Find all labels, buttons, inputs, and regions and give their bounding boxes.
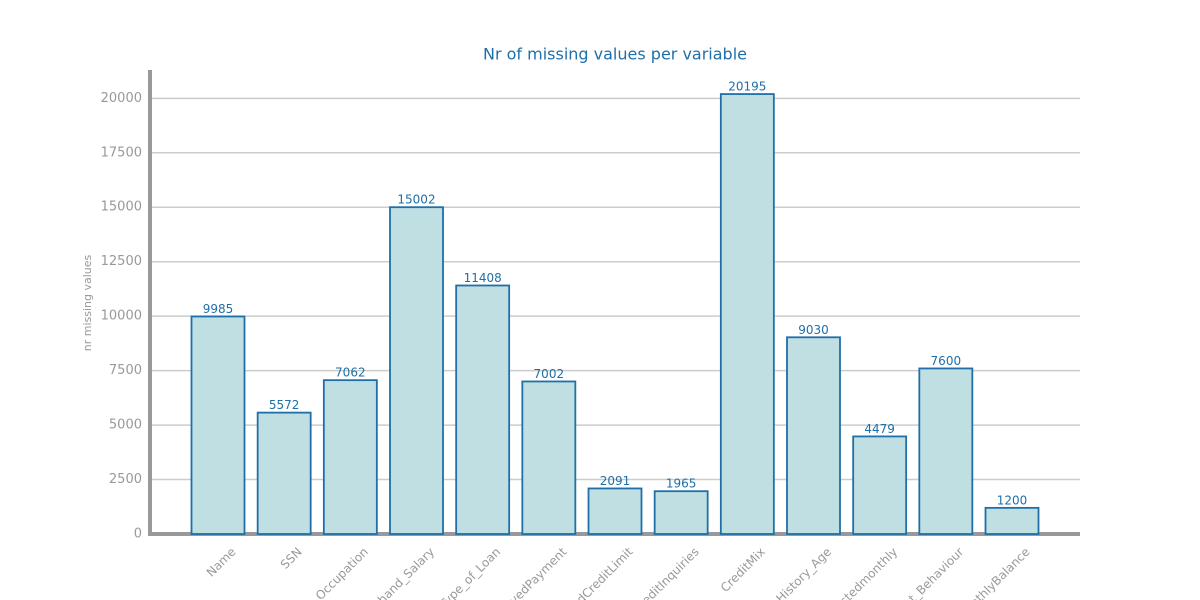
y-tick-label: 12500 xyxy=(101,254,142,269)
y-axis-label: nr missing values xyxy=(81,254,94,351)
bar xyxy=(984,506,1040,535)
y-tick-label: 10000 xyxy=(101,309,142,324)
value-label: 5572 xyxy=(269,398,300,412)
value-label: 11408 xyxy=(464,271,502,285)
y-tick-label: 0 xyxy=(134,527,142,542)
value-label: 20195 xyxy=(728,80,766,94)
bar xyxy=(852,435,908,535)
bar xyxy=(786,336,841,535)
x-tick-label: SSN xyxy=(278,545,305,572)
x-tick-label: CreditMix xyxy=(718,545,768,595)
value-label: 7002 xyxy=(534,367,565,381)
x-tick-label: MonthlyBalance xyxy=(955,545,1033,600)
bar xyxy=(719,93,775,535)
y-tick-label: 17500 xyxy=(101,145,142,160)
value-label: 15002 xyxy=(397,193,435,207)
value-label: 9030 xyxy=(798,323,829,337)
value-label: 7062 xyxy=(335,366,366,380)
y-tick-label: 2500 xyxy=(109,472,142,487)
value-label: 4479 xyxy=(864,422,895,436)
bar xyxy=(455,284,511,535)
bar xyxy=(256,411,312,535)
bar xyxy=(190,315,246,535)
value-label: 2091 xyxy=(600,474,631,488)
x-tick-label: Type_of_Loan xyxy=(436,545,503,600)
y-tick-label: 15000 xyxy=(101,200,142,215)
value-label: 1965 xyxy=(666,477,697,491)
value-label: 1200 xyxy=(997,493,1028,507)
bar xyxy=(521,380,577,535)
y-tick-label: 20000 xyxy=(101,91,142,106)
y-tick-label: 5000 xyxy=(109,418,142,433)
y-tick-label: 7500 xyxy=(109,363,142,378)
value-label: 7600 xyxy=(931,354,962,368)
bar xyxy=(653,490,709,535)
value-label: 9985 xyxy=(203,302,234,316)
bar xyxy=(389,206,444,535)
x-tick-label: Name xyxy=(204,545,239,580)
bar xyxy=(918,367,974,535)
bar xyxy=(587,487,643,535)
bar xyxy=(322,379,378,535)
x-tick-label: Occupation xyxy=(313,545,371,600)
chart-title: Nr of missing values per variable xyxy=(483,45,747,64)
